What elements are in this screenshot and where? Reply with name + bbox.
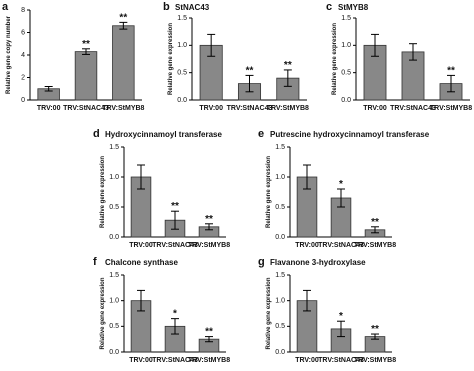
y-axis-label: Relative gene expression: [266, 277, 272, 349]
x-tick-label: TRV:StMYB8: [267, 105, 309, 112]
x-tick-label: TRV:StNAC43: [63, 105, 109, 112]
panel-title: StNAC43: [175, 3, 210, 12]
y-tick-label: 1.0: [275, 174, 285, 181]
x-tick-label: TRV:00: [199, 105, 223, 112]
significance: **: [82, 39, 90, 50]
y-tick-label: 0: [21, 97, 25, 104]
significance: **: [205, 214, 213, 225]
y-tick-label: 1.5: [109, 272, 119, 279]
y-tick-label: 1.0: [275, 298, 285, 305]
panel-label: e: [258, 128, 264, 140]
y-tick-label: 1.0: [109, 298, 119, 305]
x-tick-label: TRV:StMYB8: [354, 242, 396, 249]
panel-title: Putrescine hydroxycinnamoyl transferase: [270, 130, 430, 139]
x-tick-label: TRV:StNAC43: [318, 242, 364, 249]
significance: **: [371, 324, 379, 335]
panel-title: StMYB8: [338, 3, 369, 12]
y-tick-label: 1.5: [275, 272, 285, 279]
significance: **: [246, 65, 254, 76]
x-tick-label: TRV:StMYB8: [102, 105, 144, 112]
panel-title: Chalcone synthase: [105, 258, 178, 267]
panel-title: Hydroxycinnamoyl transferase: [105, 130, 222, 139]
y-tick-label: 6: [21, 29, 25, 36]
y-tick-label: 1.5: [177, 15, 187, 22]
x-tick-label: TRV:00: [129, 357, 153, 364]
y-axis-label: Relative gene copy number: [6, 15, 12, 94]
y-tick-label: 0.0: [275, 234, 285, 241]
y-tick-label: 1.5: [109, 144, 119, 151]
x-tick-label: TRV:00: [363, 105, 387, 112]
y-tick-label: 0.0: [275, 349, 285, 356]
y-tick-label: 1.0: [177, 42, 187, 49]
panel-label: g: [258, 256, 265, 268]
significance: *: [339, 311, 343, 322]
y-tick-label: 1.5: [341, 15, 351, 22]
y-axis-label: Relative gene expression: [266, 156, 272, 228]
y-tick-label: 0.5: [109, 204, 119, 211]
panel-title: Flavanone 3-hydroxylase: [270, 258, 366, 267]
y-axis-label: Relative gene expression: [100, 277, 106, 349]
y-tick-label: 0.5: [109, 323, 119, 330]
significance: **: [119, 12, 127, 23]
x-tick-label: TRV:StNAC43: [227, 105, 273, 112]
bar: [112, 25, 135, 101]
x-tick-label: TRV:StMYB8: [354, 357, 396, 364]
x-tick-label: TRV:StNAC43: [152, 242, 198, 249]
x-tick-label: TRV:00: [37, 105, 61, 112]
y-tick-label: 8: [21, 7, 25, 14]
x-tick-label: TRV:StMYB8: [188, 242, 230, 249]
y-tick-label: 0.5: [275, 323, 285, 330]
x-tick-label: TRV:StNAC43: [152, 357, 198, 364]
panel-label: c: [326, 1, 332, 13]
y-tick-label: 1.0: [109, 174, 119, 181]
y-axis-label: Relative gene expression: [168, 23, 174, 95]
y-tick-label: 0.5: [275, 204, 285, 211]
y-tick-label: 0.5: [177, 70, 187, 77]
y-tick-label: 1.0: [341, 42, 351, 49]
y-tick-label: 4: [21, 52, 25, 59]
significance: *: [339, 179, 343, 190]
x-tick-label: TRV:StMYB8: [430, 105, 472, 112]
y-tick-label: 0.0: [109, 234, 119, 241]
y-tick-label: 1.5: [275, 144, 285, 151]
significance: **: [205, 327, 213, 338]
y-axis-label: Relative gene expression: [332, 23, 338, 95]
x-tick-label: TRV:00: [295, 242, 319, 249]
panel-label: a: [2, 1, 9, 13]
bar: [74, 51, 98, 101]
x-tick-label: TRV:StMYB8: [188, 357, 230, 364]
panel-label: b: [163, 1, 170, 13]
panel-label: f: [93, 256, 97, 268]
y-tick-label: 0.0: [109, 349, 119, 356]
y-tick-label: 0.0: [177, 97, 187, 104]
panel-label: d: [93, 128, 100, 140]
significance: **: [171, 201, 179, 212]
significance: **: [447, 65, 455, 76]
x-tick-label: TRV:StNAC43: [318, 357, 364, 364]
significance: **: [284, 60, 292, 71]
x-tick-label: TRV:StNAC43: [390, 105, 436, 112]
y-tick-label: 2: [21, 74, 25, 81]
y-axis-label: Relative gene expression: [100, 156, 106, 228]
y-tick-label: 0.5: [341, 70, 351, 77]
x-tick-label: TRV:00: [295, 357, 319, 364]
significance: *: [173, 309, 177, 320]
x-tick-label: TRV:00: [129, 242, 153, 249]
y-tick-label: 0.0: [341, 97, 351, 104]
significance: **: [371, 217, 379, 228]
